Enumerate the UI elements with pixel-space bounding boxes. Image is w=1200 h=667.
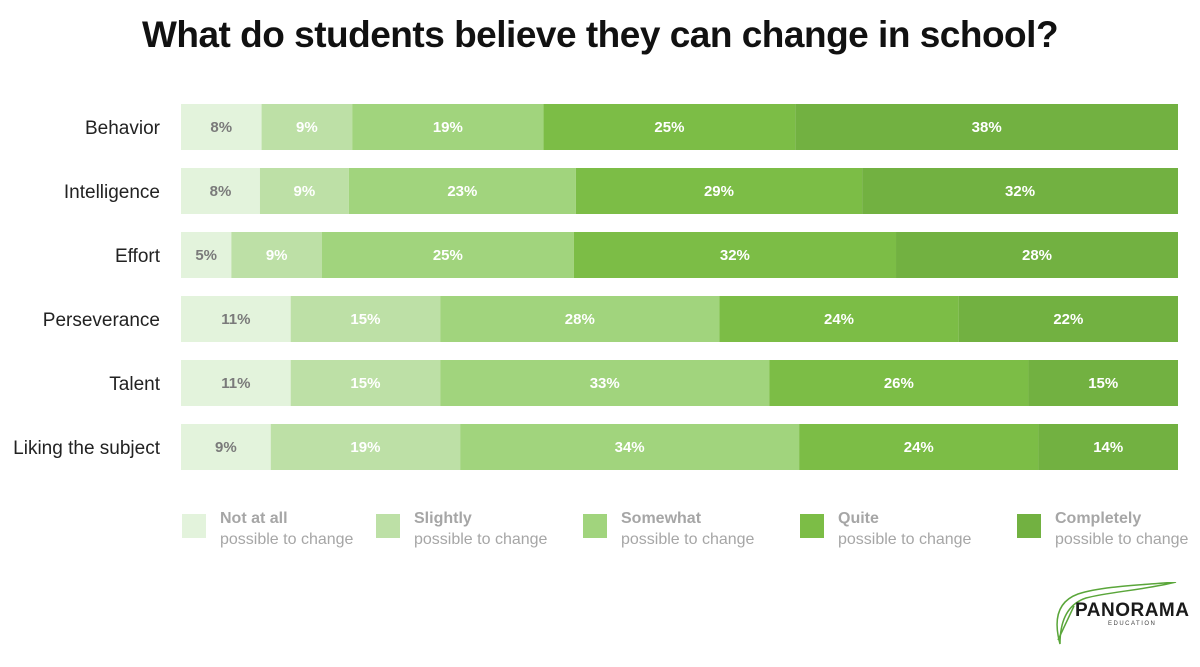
bar-segment — [719, 296, 959, 342]
category-label: Intelligence — [64, 182, 160, 203]
bar-value-label: 29% — [704, 183, 734, 200]
bar-value-label: 19% — [433, 119, 463, 136]
bar-value-label: 34% — [615, 439, 645, 456]
bar-segment — [181, 168, 260, 214]
logo-swoosh-icon — [1056, 582, 1177, 645]
bar-value-label: 25% — [654, 119, 684, 136]
bar-segment — [440, 296, 720, 342]
bar-value-label: 23% — [447, 183, 477, 200]
category-label: Perseverance — [43, 310, 160, 331]
legend-level: Somewhat — [621, 510, 702, 527]
bar-segment — [440, 360, 770, 406]
bar-segment — [348, 168, 576, 214]
logo-name: PANORAMA — [1075, 600, 1190, 621]
legend: Not at all possible to change Slightly p… — [0, 508, 1200, 558]
legend-sub: possible to change — [220, 531, 354, 548]
bar-value-label: 33% — [590, 375, 620, 392]
bar-value-label: 15% — [350, 375, 380, 392]
bar-value-label: 32% — [1005, 183, 1035, 200]
category-label: Talent — [109, 374, 160, 395]
bar-value-label: 15% — [1088, 375, 1118, 392]
bar-segment — [270, 424, 461, 470]
bar-value-label: 8% — [210, 119, 232, 136]
bar-value-label: 11% — [221, 375, 250, 392]
bar-segment — [795, 104, 1178, 150]
bar-value-label: 22% — [1053, 311, 1083, 328]
bar-segment — [896, 232, 1178, 278]
bar-value-label: 38% — [972, 119, 1002, 136]
panorama-logo: PANORAMA EDUCATION — [1048, 582, 1189, 652]
legend-level: Slightly — [414, 510, 472, 527]
legend-sub: possible to change — [1055, 531, 1189, 548]
bar-segment — [181, 232, 232, 278]
bar-segment — [290, 360, 441, 406]
bar-segment — [181, 360, 291, 406]
bar-value-label: 9% — [266, 247, 288, 264]
category-label: Behavior — [85, 118, 161, 139]
bar-value-label: 28% — [565, 311, 595, 328]
bar-segment — [1028, 360, 1178, 406]
bar-value-label: 26% — [884, 375, 914, 392]
bar-segment — [862, 168, 1178, 214]
bar-segment — [259, 168, 349, 214]
legend-swatch — [182, 514, 206, 538]
bar-segment — [769, 360, 1029, 406]
stacked-bar-chart: Behavior 8% 9% 19% 25% 38% Intelligence 8% 9% 23%… — [13, 104, 1178, 470]
bar-value-label: 9% — [215, 439, 237, 456]
bar-segment — [573, 232, 897, 278]
bar-value-label: 9% — [296, 119, 318, 136]
bar-value-label: 24% — [904, 439, 934, 456]
bar-value-label: 32% — [720, 247, 750, 264]
legend-sub: possible to change — [414, 531, 548, 548]
legend-sub: possible to change — [838, 531, 972, 548]
legend-level: Completely — [1055, 510, 1142, 527]
bar-value-label: 8% — [210, 183, 232, 200]
bar-segment — [181, 104, 262, 150]
bar-segment — [231, 232, 322, 278]
bar-segment — [575, 168, 863, 214]
category-label: Effort — [115, 246, 161, 267]
category-label: Liking the subject — [13, 438, 161, 459]
bar-segment — [543, 104, 796, 150]
legend-swatch — [800, 514, 824, 538]
chart-title: What do students believe they can change… — [141, 14, 1059, 55]
bar-segment — [352, 104, 544, 150]
bar-segment — [181, 424, 271, 470]
bar-segment — [290, 296, 441, 342]
bar-segment — [958, 296, 1178, 342]
bar-segment — [799, 424, 1039, 470]
bar-value-label: 15% — [350, 311, 380, 328]
logo-sub: EDUCATION — [1108, 621, 1157, 627]
bar-value-label: 28% — [1022, 247, 1052, 264]
bar-segment — [460, 424, 800, 470]
bar-value-label: 25% — [433, 247, 463, 264]
bar-value-label: 9% — [294, 183, 316, 200]
bar-segment — [1038, 424, 1178, 470]
legend-level: Not at all — [220, 510, 288, 527]
bar-segment — [261, 104, 353, 150]
bar-segment — [181, 296, 291, 342]
bar-segment — [321, 232, 574, 278]
bar-value-label: 19% — [350, 439, 380, 456]
bar-value-label: 14% — [1093, 439, 1123, 456]
legend-swatch — [1017, 514, 1041, 538]
legend-swatch — [583, 514, 607, 538]
legend-sub: possible to change — [621, 531, 755, 548]
legend-swatch — [376, 514, 400, 538]
bar-value-label: 11% — [221, 311, 250, 328]
bar-value-label: 24% — [824, 311, 854, 328]
legend-level: Quite — [838, 510, 879, 527]
bar-value-label: 5% — [195, 247, 217, 264]
